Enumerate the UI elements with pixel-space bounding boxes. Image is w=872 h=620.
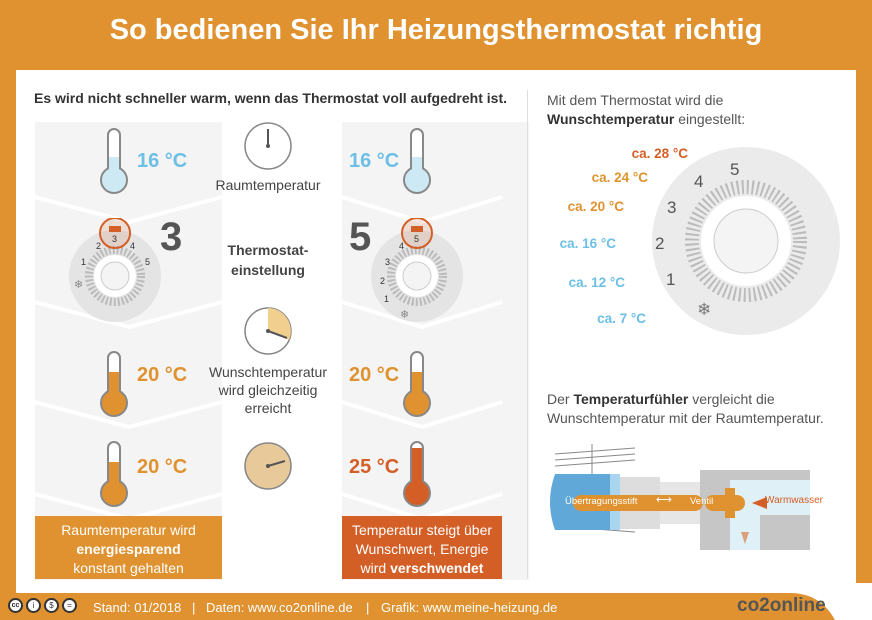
label-thermostat-setting: Thermostat-einstellung bbox=[200, 240, 336, 280]
setting-value-a: 3 bbox=[160, 215, 183, 259]
level-temp: ca. 20 °C bbox=[567, 199, 624, 214]
box-line: Wunschwert, Energie bbox=[355, 541, 489, 557]
by-icon: i bbox=[26, 598, 41, 613]
intro-text: eingestellt: bbox=[674, 111, 746, 127]
desired-temp-b: 20 °C bbox=[349, 364, 400, 386]
footer-sep: | bbox=[366, 600, 370, 615]
thermometer-icon bbox=[403, 441, 431, 507]
label-line: erreicht bbox=[244, 400, 292, 416]
snowflake-icon: ❄ bbox=[697, 300, 712, 319]
label-transfer-pin: Übertragungsstift bbox=[565, 496, 638, 507]
room-temp-b: 16 °C bbox=[349, 150, 400, 172]
intro-line: Wunschtemperatur eingestellt: bbox=[547, 110, 745, 129]
thermostat-dial-small-a bbox=[69, 218, 161, 322]
left-heading: Es wird nicht schneller warm, wenn das T… bbox=[34, 90, 507, 106]
thermometer-icon bbox=[100, 128, 128, 194]
result-box-saving: Raumtemperatur wird energiesparend konstan… bbox=[35, 516, 222, 579]
dial-number: 1 bbox=[666, 270, 676, 289]
footer-sep: | bbox=[192, 600, 196, 615]
clock-icon bbox=[244, 307, 292, 355]
intro-line: Mit dem Thermostat wird die bbox=[547, 92, 724, 108]
double-arrow-icon: ⟷ bbox=[656, 494, 672, 506]
intro-bold: Wunschtemperatur bbox=[547, 111, 675, 127]
label-desired-temp: Wunschtemperatur wird gleichzeitig erreich… bbox=[200, 363, 336, 417]
level-temp: ca. 28 °C bbox=[631, 146, 688, 161]
text: Der bbox=[547, 391, 574, 407]
box-line: Temperatur steigt über bbox=[351, 522, 493, 538]
dial-number: 5 bbox=[730, 160, 740, 179]
label-line: Wunschtemperatur bbox=[208, 364, 327, 380]
label-hot-water: Warmwasser bbox=[765, 495, 823, 506]
cc-license-icons: cc i $ = bbox=[8, 598, 77, 613]
dial-b-number: 5 bbox=[414, 234, 420, 244]
thermometer-icon bbox=[100, 351, 128, 417]
dial-a-number: 3 bbox=[112, 234, 118, 244]
thermometer-icon bbox=[403, 128, 431, 194]
desired-temp-a: 20 °C bbox=[137, 364, 188, 386]
clock-icon bbox=[244, 442, 292, 490]
dial-b-number: 3 bbox=[385, 257, 391, 267]
result-box-waste: Temperatur steigt über Wunschwert, Energi… bbox=[342, 516, 502, 579]
dial-b-number: 4 bbox=[399, 241, 405, 251]
label-line: Thermostat- bbox=[227, 242, 309, 258]
valve-diagram bbox=[550, 444, 810, 550]
dial-a-number: 4 bbox=[130, 241, 136, 251]
text-bold: Temperaturfühler bbox=[573, 391, 689, 407]
level-temp: ca. 16 °C bbox=[559, 236, 616, 251]
thermometer-icon bbox=[100, 441, 128, 507]
box-line: konstant gehalten bbox=[73, 560, 184, 576]
clock-icon bbox=[244, 122, 292, 170]
divider bbox=[527, 90, 528, 578]
text: vergleicht die bbox=[688, 391, 775, 407]
sensor-line: Der Temperaturfühler vergleicht die bbox=[547, 390, 824, 409]
box-line: Raumtemperatur wird bbox=[61, 522, 196, 538]
final-temp-b: 25 °C bbox=[349, 456, 400, 478]
dial-a-number: 2 bbox=[96, 241, 102, 251]
dial-a-number: 1 bbox=[81, 257, 87, 267]
dial-number: 2 bbox=[655, 234, 665, 253]
logo-tab bbox=[560, 583, 872, 620]
co2online-logo: co2online bbox=[737, 595, 826, 616]
label-valve: Ventil bbox=[690, 496, 714, 507]
thermostat-dial-large bbox=[652, 147, 840, 335]
thermometer-icon bbox=[403, 351, 431, 417]
snowflake-icon: ❄ bbox=[400, 309, 410, 321]
cc-icon: cc bbox=[8, 598, 23, 613]
footer-graphic-source: Grafik: www.meine-heizung.de bbox=[381, 600, 558, 615]
final-temp-a: 20 °C bbox=[137, 456, 188, 478]
label-line: wird gleichzeitig bbox=[218, 382, 318, 398]
thermostat-dial-small-b bbox=[371, 218, 463, 322]
right-intro: Mit dem Thermostat wird die Wunschtempera… bbox=[547, 91, 745, 129]
room-temp-a: 16 °C bbox=[137, 150, 188, 172]
dial-b-number: 2 bbox=[380, 276, 386, 286]
sensor-line: Wunschtemperatur mit der Raumtemperatur. bbox=[547, 410, 824, 426]
sensor-text: Der Temperaturfühler vergleicht die Wunsc… bbox=[547, 390, 824, 428]
page-title: So bedienen Sie Ihr Heizungsthermostat r… bbox=[109, 14, 763, 46]
label-line: einstellung bbox=[231, 262, 305, 278]
dial-number: 3 bbox=[667, 198, 677, 217]
box-text: wird bbox=[360, 560, 391, 576]
nc-icon: $ bbox=[44, 598, 59, 613]
setting-value-b: 5 bbox=[349, 215, 372, 259]
snowflake-icon: ❄ bbox=[74, 279, 84, 291]
level-temp: ca. 12 °C bbox=[568, 275, 625, 290]
dial-b-number: 1 bbox=[384, 294, 390, 304]
box-line: wird verschwendet bbox=[342, 559, 502, 578]
dial-a-number: 5 bbox=[145, 257, 151, 267]
box-text-bold: verschwendet bbox=[390, 560, 484, 576]
nd-icon: = bbox=[62, 598, 77, 613]
label-room-temp: Raumtemperatur bbox=[215, 177, 321, 193]
dial-number: 4 bbox=[694, 172, 704, 191]
level-temp: ca. 7 °C bbox=[597, 311, 646, 326]
box-line: energiesparend bbox=[76, 541, 181, 557]
footer-data-source: Daten: www.co2online.de bbox=[206, 600, 353, 615]
level-temp: ca. 24 °C bbox=[591, 170, 648, 185]
footer-date: Stand: 01/2018 bbox=[93, 600, 182, 615]
